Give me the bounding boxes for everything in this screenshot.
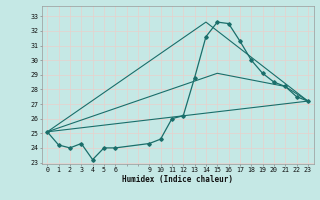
- X-axis label: Humidex (Indice chaleur): Humidex (Indice chaleur): [122, 175, 233, 184]
